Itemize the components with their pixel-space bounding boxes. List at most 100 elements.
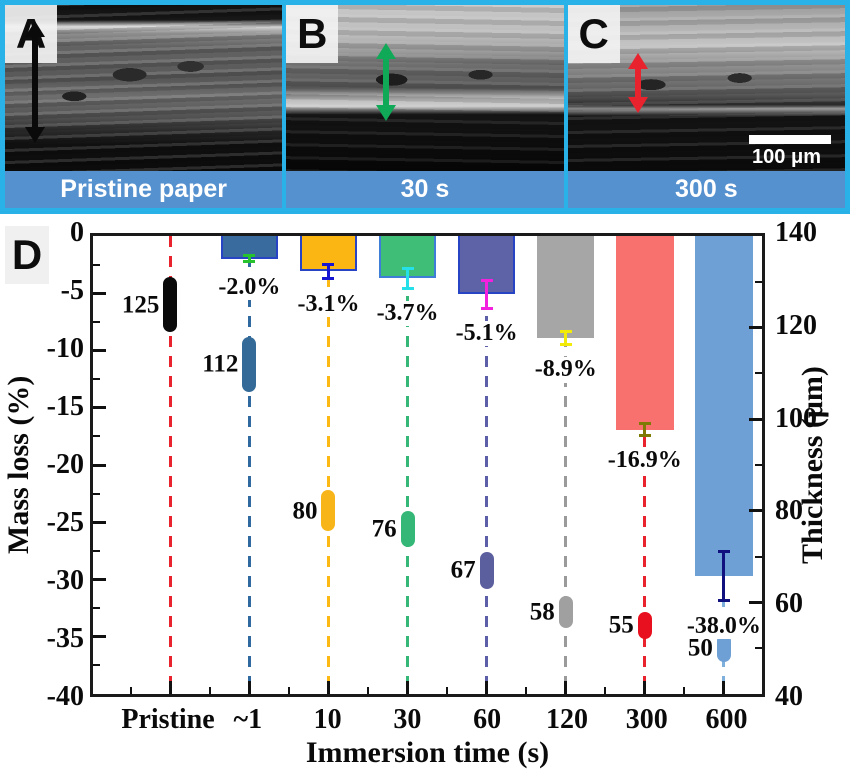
error-bar-part (480, 306, 493, 310)
mass-loss-value-label: -3.7% (373, 301, 442, 327)
caption-300s: 300 s (567, 171, 845, 208)
y-axis-minor-tick (93, 320, 100, 323)
y2-axis-tick-label: 100 (775, 402, 817, 434)
y-axis-tick-label: 0 (70, 217, 84, 248)
y2-axis-minor-tick (755, 464, 762, 466)
arrow-up-icon (627, 53, 648, 69)
error-bar-part (559, 329, 572, 333)
error-bar-part (322, 262, 335, 266)
x-axis-category-label: 300 (625, 704, 668, 735)
sem-image-pristine: A (5, 5, 283, 171)
thickness-value-label: 55 (608, 611, 634, 639)
sem-image-300s: C 100 μm (567, 5, 845, 171)
mass-loss-bar (695, 236, 753, 577)
thickness-arrow-icon (627, 53, 648, 113)
y-axis-tick-label: -25 (46, 507, 84, 538)
x-axis-minor-tick (604, 687, 607, 694)
arrow-shaft (383, 59, 390, 105)
x-axis-minor-tick (683, 687, 686, 694)
plot-area: 125 -2.0% 112 -3.1% 80 -3.7% 76 -5.1% 67 -8.9% 58 -… (90, 233, 765, 697)
scale-bar-label: 100 μm (752, 146, 821, 168)
guide-dashed-line (168, 236, 172, 694)
y-axis-minor-tick (93, 435, 100, 438)
y2-axis-tick-label: 140 (775, 217, 817, 248)
x-axis-category-label: 10 (313, 704, 342, 735)
error-bar (638, 422, 651, 437)
arrow-shaft (634, 69, 641, 97)
thickness-value-label: 80 (292, 497, 318, 525)
y-axis-tick-label: -15 (46, 391, 84, 422)
y2-axis-minor-tick (755, 372, 762, 375)
error-bar-part (643, 425, 647, 434)
panel-letter: C (578, 10, 609, 57)
y-axis-tick-label: -35 (46, 623, 84, 654)
error-bar-part (247, 257, 251, 261)
x-axis-major-tick (722, 681, 726, 694)
y-axis-major-tick (93, 463, 106, 467)
x-axis-major-tick (485, 681, 489, 694)
arrow-down-icon (25, 127, 45, 143)
y-axis-minor-tick (93, 492, 100, 495)
y-axis-tick-label: -30 (46, 565, 84, 596)
right-axis-title: Thickness (μm) (796, 366, 829, 564)
y-axis-tick-label: -5 (60, 275, 84, 306)
y-axis-tick-label: -20 (46, 449, 84, 480)
caption-text: 300 s (675, 175, 738, 203)
error-bar-part (326, 265, 330, 278)
guide-dashed-line (247, 236, 251, 694)
thickness-value-label: 76 (371, 515, 397, 543)
error-bar-part (243, 260, 256, 264)
error-bar-part (564, 332, 568, 343)
mass-loss-value-label: -38.0% (683, 613, 762, 640)
thickness-marker (242, 336, 257, 392)
x-axis-minor-tick (446, 687, 449, 694)
thickness-value-label: 67 (450, 556, 476, 584)
thickness-arrow-icon (25, 21, 45, 143)
x-axis-major-tick (564, 681, 568, 694)
guide-dashed-line (485, 236, 489, 694)
y-axis-major-tick (93, 635, 106, 639)
y-axis-minor-tick (93, 607, 100, 610)
y-axis-minor-tick (93, 263, 100, 266)
guide-dashed-line (326, 236, 330, 694)
thickness-value-label: 58 (529, 598, 555, 626)
guide-dashed-line (564, 236, 568, 694)
thickness-marker (716, 634, 731, 662)
thickness-value-label: 112 (202, 350, 239, 378)
x-axis-minor-tick (129, 687, 132, 694)
thickness-marker (479, 552, 494, 589)
error-bar-part (406, 269, 410, 287)
error-bar (717, 549, 730, 603)
sem-panel-b: B 30 s (286, 5, 564, 208)
x-axis-minor-tick (367, 687, 370, 694)
y-axis-minor-tick (93, 549, 100, 552)
x-axis-major-tick (643, 681, 647, 694)
thickness-value-label: 50 (687, 634, 713, 662)
x-axis-category-label: 30 (393, 704, 422, 735)
x-axis-major-tick (168, 681, 172, 694)
panel-letter: D (11, 231, 43, 278)
error-bar (322, 262, 335, 281)
guide-dashed-line (406, 236, 410, 694)
y-axis-major-tick (93, 291, 106, 295)
y-axis-tick-label: -40 (46, 681, 84, 712)
y-axis-major-tick (93, 520, 106, 524)
panel-label-b: B (286, 5, 339, 63)
y2-axis-major-tick (749, 509, 762, 513)
thickness-value-label: 125 (121, 291, 160, 319)
y-axis-minor-tick (93, 378, 100, 381)
error-bar-part (717, 549, 730, 553)
mass-loss-value-label: -3.1% (294, 291, 363, 317)
y2-axis-minor-tick (755, 555, 762, 558)
error-bar (401, 266, 414, 290)
mass-loss-value-label: -5.1% (452, 321, 521, 347)
mass-loss-bar (616, 236, 674, 430)
thickness-marker (163, 277, 178, 333)
sem-image-30s: B (286, 5, 564, 171)
error-bar-part (401, 266, 414, 270)
sem-panel-c: C 100 μm 300 s (567, 5, 845, 208)
sem-panel-a: A Pristine paper (5, 5, 283, 208)
thickness-marker (400, 510, 415, 548)
scale-bar (748, 135, 831, 144)
